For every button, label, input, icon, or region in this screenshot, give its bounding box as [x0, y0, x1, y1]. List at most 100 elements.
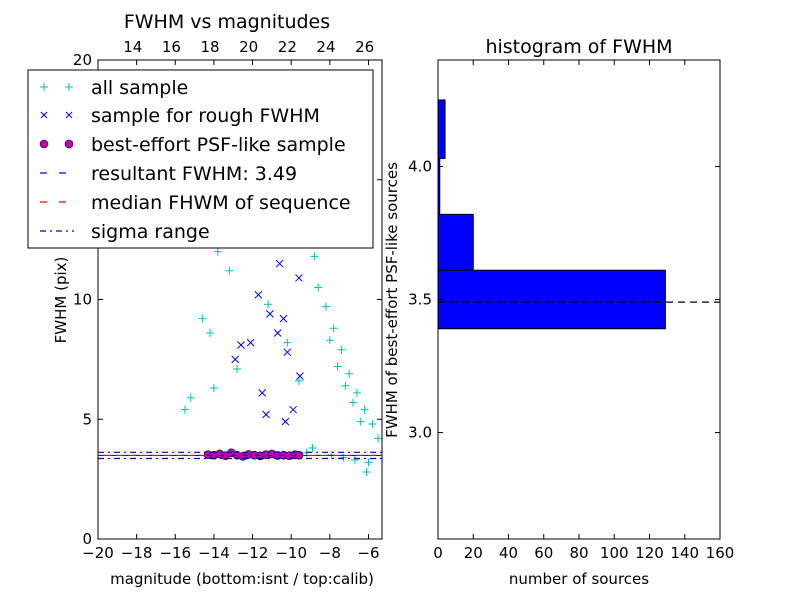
data-point-plus	[325, 336, 334, 345]
legend-label: resultant FWHM: 3.49	[91, 163, 297, 185]
data-point-plus	[345, 369, 354, 378]
data-point-plus	[209, 384, 218, 393]
data-point-plus	[337, 345, 346, 354]
legend-marker-x	[40, 111, 48, 119]
legend-label: median FHWM of sequence	[91, 192, 351, 214]
x-tick-label: −16	[159, 544, 191, 562]
legend-entry-sigma: sigma range	[40, 221, 210, 243]
top-tick-label: 24	[316, 38, 335, 56]
legend-entry-psf-like: best-effort PSF-like sample	[39, 134, 346, 156]
legend-entry-rough-fwhm: sample for rough FWHM	[40, 105, 320, 127]
legend-label: sigma range	[91, 221, 210, 243]
y-axis-label: FWHM of best-effort PSF-like sources	[383, 162, 401, 438]
legend-marker-circle	[64, 139, 74, 149]
data-point-x	[273, 329, 282, 337]
y-tick-label: 3.0	[408, 424, 432, 442]
histogram-bar	[438, 213, 474, 271]
y-tick-label: 4.0	[408, 157, 432, 175]
data-point-plus	[362, 467, 371, 476]
data-point-plus	[180, 405, 189, 414]
data-point-x	[231, 355, 240, 364]
legend-box	[27, 69, 374, 249]
data-point-x	[279, 314, 288, 323]
data-point-plus	[308, 443, 317, 452]
top-tick-label: 26	[355, 38, 374, 56]
data-point-x	[296, 372, 304, 380]
data-point-plus	[206, 329, 215, 338]
data-point-x	[283, 348, 292, 357]
y-tick-label: 10	[73, 291, 92, 309]
x-tick-label: −18	[121, 544, 153, 562]
y-tick-label: 5	[82, 410, 92, 428]
chart-title: histogram of FWHM	[485, 36, 672, 58]
data-point-plus	[310, 252, 319, 261]
data-point-plus	[294, 376, 303, 385]
data-point-plus	[213, 247, 222, 256]
x-tick-label: 40	[499, 544, 518, 562]
data-point-plus	[321, 302, 330, 311]
data-point-plus	[264, 300, 273, 309]
histogram-plot: 0 20 40 60 80 100 120 140 160 3.0 3.5 4.0 histogram…	[383, 36, 734, 588]
legend-label: all sample	[91, 77, 188, 99]
legend-label: sample for rough FWHM	[91, 105, 320, 127]
x-tick-label: 100	[600, 544, 629, 562]
data-point-plus	[374, 434, 382, 443]
data-point-plus	[350, 455, 359, 464]
x-tick-label: −14	[198, 544, 230, 562]
data-point-x	[289, 405, 297, 414]
x-tick-label: 120	[635, 544, 664, 562]
data-point-x	[246, 338, 255, 347]
y-tick-label: 20	[73, 51, 92, 69]
data-layer	[438, 99, 720, 330]
data-point-plus	[368, 420, 377, 429]
data-point-plus	[198, 314, 207, 323]
data-point-x	[262, 410, 270, 419]
data-point-x	[266, 310, 274, 318]
legend-entry-all-sample: all sample	[40, 77, 188, 99]
legend-entry-resultant: resultant FWHM: 3.49	[40, 163, 297, 185]
legend-marker-circle	[39, 139, 49, 149]
top-tick-label: 14	[123, 38, 142, 56]
x-tick-label: −8	[319, 544, 341, 562]
x-tick-label: 140	[670, 544, 699, 562]
y-tick-label: 3.5	[408, 291, 432, 309]
data-point-plus	[225, 266, 234, 275]
y-axis-label: FWHM (pix)	[52, 257, 70, 344]
legend-marker-plus	[65, 83, 73, 91]
x-tick-label: −12	[237, 544, 269, 562]
histogram-bar	[438, 99, 446, 159]
data-point-plus	[341, 381, 350, 390]
x-tick-label: −20	[82, 544, 114, 562]
x-tick-label: −10	[275, 544, 307, 562]
x-axis-label: number of sources	[509, 570, 649, 588]
data-point-plus	[356, 417, 365, 426]
data-point-plus	[360, 405, 369, 414]
data-point-plus	[186, 393, 195, 402]
data-point-x	[258, 389, 267, 397]
legend: all sample sample for rough FWHM best-ef…	[27, 69, 374, 249]
x-tick-label: 60	[534, 544, 553, 562]
data-point-plus	[333, 362, 342, 371]
axes-ticks: −20−18−16−14−12−10−8−6051015201416182022…	[73, 38, 382, 562]
x-axis-label: magnitude (bottom:isnt / top:calib)	[110, 570, 374, 588]
x-tick-label: 80	[569, 544, 588, 562]
data-point-plus	[233, 364, 242, 373]
x-tick-label: 0	[433, 544, 443, 562]
x-tick-label: −6	[357, 544, 379, 562]
top-tick-label: 18	[201, 38, 220, 56]
chart-title: FWHM vs magnitudes	[124, 11, 330, 33]
top-tick-label: 16	[162, 38, 181, 56]
data-point-x	[275, 259, 284, 268]
data-point-x	[237, 341, 245, 349]
data-point-plus	[352, 388, 361, 397]
data-point-x	[281, 417, 290, 426]
histogram-bar	[438, 269, 666, 330]
data-point-x	[295, 274, 303, 282]
data-point-plus	[364, 458, 373, 467]
data-point-plus	[329, 324, 338, 333]
x-tick-label: 20	[464, 544, 483, 562]
data-point-plus	[349, 398, 358, 407]
legend-marker-plus	[40, 83, 48, 91]
y-tick-label: 0	[82, 530, 92, 548]
